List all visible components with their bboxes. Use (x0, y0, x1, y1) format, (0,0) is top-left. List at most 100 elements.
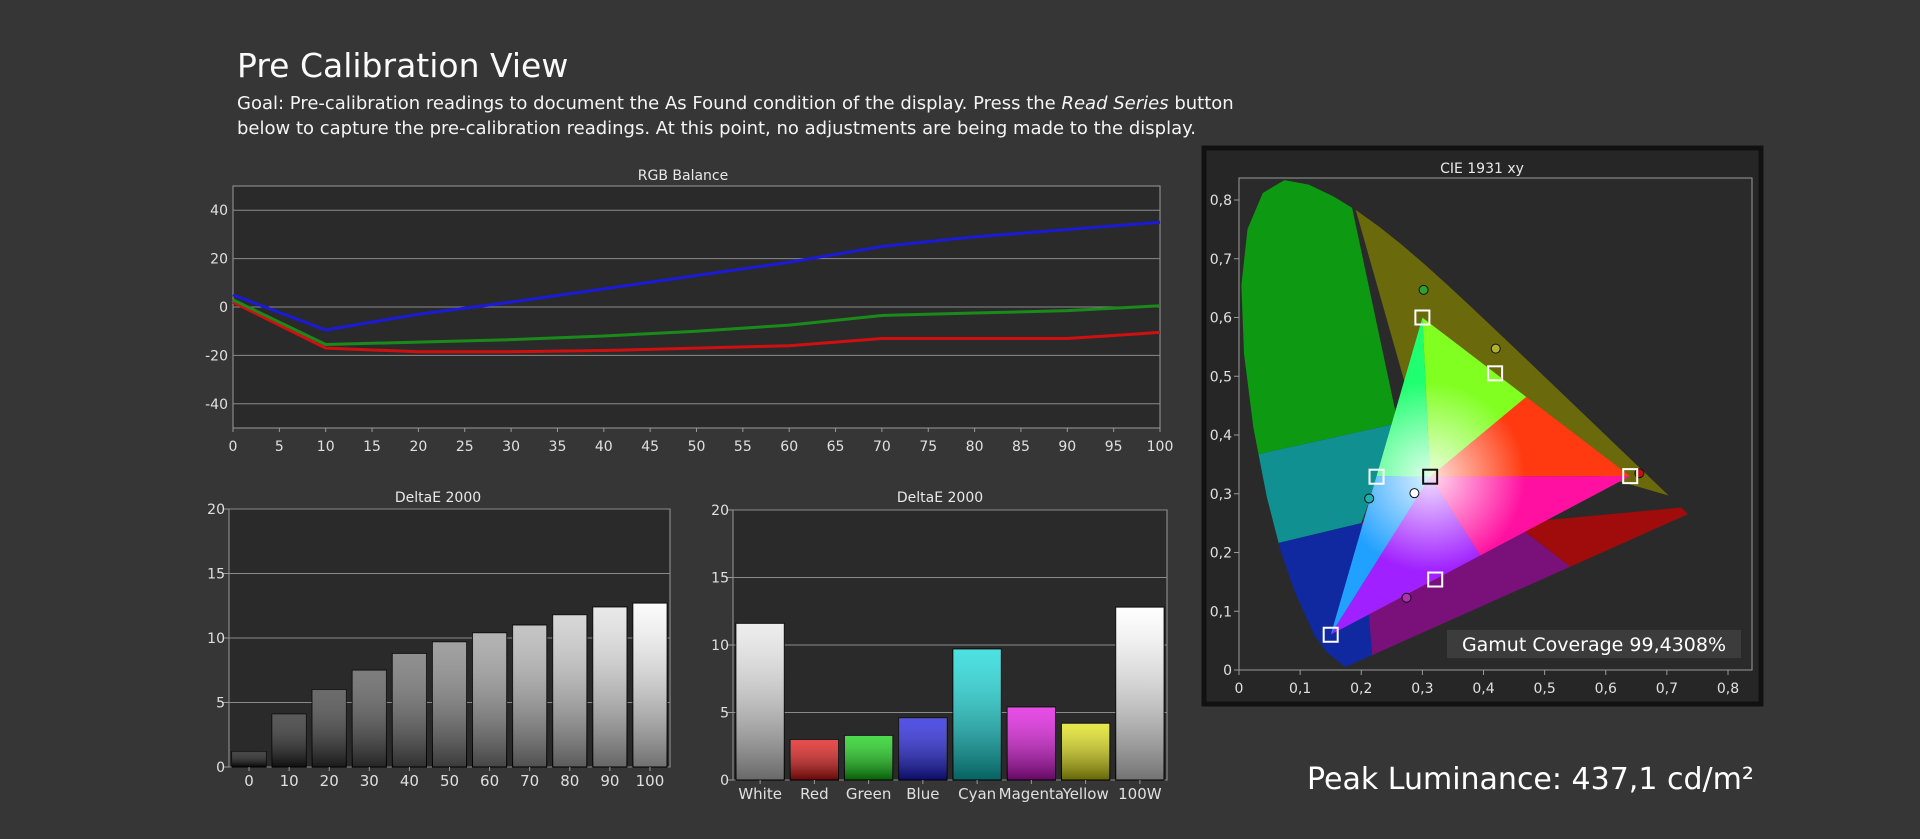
rgb-xtick-label: 65 (827, 439, 845, 455)
cie-ytick-label: 0,8 (1210, 193, 1232, 209)
rgb-xtick-label: 90 (1058, 439, 1076, 455)
cie-xtick-label: 0,1 (1289, 681, 1311, 697)
rgb-xtick-label: 60 (780, 439, 798, 455)
color-ytick-label: 10 (711, 638, 729, 654)
gray-ytick-label: 0 (216, 760, 225, 776)
rgb-xtick-label: 100 (1147, 439, 1174, 455)
cie-xtick-label: 0 (1235, 681, 1244, 697)
gray-bar-shade (632, 603, 667, 767)
color-bar-shade (790, 739, 839, 780)
goal-description: Goal: Pre-calibration readings to docume… (237, 91, 1257, 141)
gray-xtick-label: 70 (520, 772, 539, 790)
rgb-xtick-label: 30 (502, 439, 520, 455)
gray-bar-shade (512, 625, 547, 767)
gray-bar-shade (432, 641, 467, 767)
color-deltae-chart: DeltaE 2000 20 15 10 5 0 White Red Green Blue Cy… (711, 490, 1168, 803)
color-xtick-label: Yellow (1062, 785, 1109, 803)
cie-target-square (1414, 309, 1431, 326)
gray-xtick-label: 50 (440, 772, 459, 790)
rgb-xtick-label: 40 (595, 439, 613, 455)
color-bar-shade (1007, 707, 1056, 780)
rgb-xtick-label: 15 (363, 439, 381, 455)
gray-bar-shade (392, 653, 427, 767)
rgb-xtick-label: 85 (1012, 439, 1030, 455)
color-bar-shade (898, 717, 947, 780)
gamut-coverage-box (1447, 630, 1741, 658)
goal-emphasis: Read Series (1061, 93, 1169, 114)
rgb-xtick-label: 55 (734, 439, 752, 455)
rgb-xtick-label: 20 (409, 439, 427, 455)
color-bar-shade (1061, 723, 1110, 780)
gray-xtick-label: 30 (360, 772, 379, 790)
cie-ytick-label: 0,5 (1210, 369, 1232, 385)
gray-bar-shade (312, 689, 347, 767)
gray-chart-title: DeltaE 2000 (395, 490, 481, 506)
cie-xtick-label: 0,6 (1595, 681, 1617, 697)
rgb-chart-title: RGB Balance (638, 168, 728, 184)
gray-bar-shade (472, 632, 507, 767)
cie-target-square (1322, 626, 1339, 643)
gray-bar-shade (552, 614, 587, 767)
color-xtick-label: Red (800, 785, 829, 803)
gray-bar-shade (352, 670, 387, 767)
cie-ytick-label: 0 (1223, 663, 1232, 679)
cie-measured-point (1364, 493, 1375, 504)
locus-cyan-region (1241, 423, 1398, 553)
color-ytick-label: 20 (711, 503, 729, 519)
rgb-xtick-label: 75 (919, 439, 937, 455)
cie-target-square (1368, 468, 1385, 485)
gamut-coverage-label: Gamut Coverage 99,4308% (1462, 634, 1726, 656)
gray-xtick-label: 0 (244, 772, 254, 790)
rgb-xtick-label: 25 (456, 439, 474, 455)
gray-xtick-label: 90 (600, 772, 619, 790)
rgb-xtick-label: 80 (966, 439, 984, 455)
cie-measured-point (1401, 592, 1412, 603)
rgb-series-line-2 (232, 220, 1161, 332)
gray-xtick-label: 40 (400, 772, 419, 790)
rgb-xtick-label: 10 (317, 439, 335, 455)
goal-suffix: button below to capture the pre-calibrat… (237, 93, 1234, 139)
gray-xtick-label: 80 (560, 772, 579, 790)
cie-xtick-label: 0,8 (1717, 681, 1739, 697)
cie-measured-point (1490, 343, 1501, 354)
color-ytick-label: 5 (720, 706, 729, 722)
cie-xtick-label: 0,4 (1472, 681, 1494, 697)
color-bar-shade (1115, 607, 1164, 780)
rgb-xtick-label: 70 (873, 439, 891, 455)
goal-prefix: Goal: Pre-calibration readings to docume… (237, 93, 1062, 114)
cie-ytick-label: 0,3 (1210, 487, 1232, 503)
gray-bar-shade (592, 607, 627, 767)
color-bar-shade (953, 649, 1002, 780)
page-title: Pre Calibration View (237, 46, 569, 85)
cie-ytick-label: 0,2 (1210, 546, 1232, 562)
rgb-xtick-label: 35 (549, 439, 567, 455)
rgb-ytick-label: 40 (210, 203, 228, 219)
cie-measured-point (1418, 284, 1429, 295)
color-ytick-label: 15 (711, 571, 729, 587)
gray-ytick-label: 15 (207, 567, 225, 583)
cie-xtick-label: 0,3 (1411, 681, 1433, 697)
rgb-ytick-label: -40 (205, 397, 228, 413)
rgb-ytick-label: 0 (219, 300, 228, 316)
cie-ytick-label: 0,7 (1210, 252, 1232, 268)
cie-target-square (1487, 365, 1504, 382)
gray-ytick-label: 10 (207, 631, 225, 647)
cie-target-square (1427, 571, 1444, 588)
cie-ytick-label: 0,1 (1210, 604, 1232, 620)
color-bar-shade (844, 735, 893, 780)
rgb-ytick-label: 20 (210, 252, 228, 268)
gray-xtick-label: 60 (480, 772, 499, 790)
cie-1931-chart: CIE 1931 xy 0,8 0,7 0,6 0,5 0,4 0,3 0,2 0,1 0 0 0… (1201, 145, 1764, 707)
rgb-ytick-label: -20 (205, 348, 228, 364)
color-xtick-label: Green (846, 785, 891, 803)
peak-luminance: Peak Luminance: 437,1 cd/m² (1307, 762, 1754, 797)
color-chart-title: DeltaE 2000 (897, 490, 983, 506)
gray-bar-shade (232, 751, 267, 767)
cie-ytick-label: 0,4 (1210, 428, 1232, 444)
cie-xtick-label: 0,2 (1350, 681, 1372, 697)
gray-xtick-label: 20 (320, 772, 339, 790)
locus-green-region (1241, 180, 1398, 459)
color-xtick-label: Blue (906, 785, 939, 803)
color-xtick-label: White (738, 785, 782, 803)
